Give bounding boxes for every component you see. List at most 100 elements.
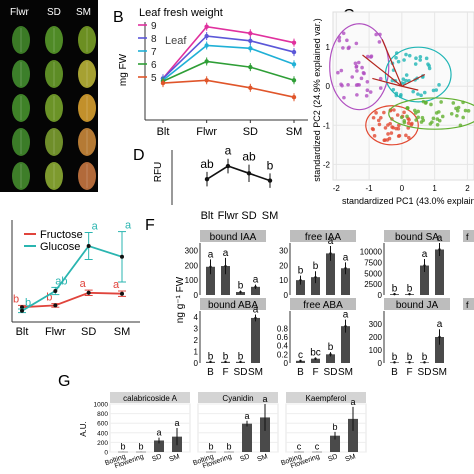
bar xyxy=(326,354,335,363)
cut-off-title: f xyxy=(466,300,469,310)
significance-letter: c xyxy=(315,442,320,452)
x-tick-label: Blt xyxy=(16,326,29,338)
data-point xyxy=(399,115,404,120)
data-point xyxy=(397,123,401,128)
x-tick-label: 1 xyxy=(432,184,437,193)
data-point xyxy=(204,59,209,64)
bar xyxy=(312,451,322,453)
y-tick-label: 200 xyxy=(185,261,199,270)
data-point xyxy=(377,122,382,127)
legend-label: 9 xyxy=(151,21,157,32)
data-point xyxy=(393,361,396,364)
facet-strip xyxy=(200,230,266,242)
data-point xyxy=(398,94,403,99)
significance-letter: c xyxy=(297,442,302,452)
x-tick-label: Blt xyxy=(201,210,214,222)
bar xyxy=(242,423,252,452)
bar xyxy=(221,266,230,295)
significance-letter: a xyxy=(422,249,428,260)
significance-letter: b xyxy=(407,352,413,363)
significance-letter: b xyxy=(120,442,125,452)
chart-pca-biplot: -2 -1 0 1 2 -2 -1 0 1 xyxy=(323,11,474,193)
bar xyxy=(154,440,164,452)
y-tick-label: 0 xyxy=(194,291,199,300)
data-point xyxy=(401,77,406,81)
significance-letter: b xyxy=(208,351,214,362)
significance-letter: a xyxy=(343,252,349,263)
leaf xyxy=(78,60,96,88)
leaf xyxy=(45,94,63,122)
data-point xyxy=(383,126,388,130)
loading-arrow xyxy=(362,54,403,87)
data-point xyxy=(386,132,390,136)
data-point xyxy=(356,60,361,65)
chart-leaf-fresh-weight: Blt Flwr SD SM 9 8 7 6 5 xyxy=(138,21,308,138)
data-point xyxy=(394,126,398,131)
significance-letter: b xyxy=(328,342,334,353)
y-tick-label: 300 xyxy=(185,246,199,255)
data-point xyxy=(20,305,24,310)
x-tick-label: SM xyxy=(256,453,268,463)
facet-strip xyxy=(200,298,266,310)
data-point xyxy=(209,265,212,268)
bar xyxy=(251,317,260,363)
bar xyxy=(224,451,234,453)
data-point xyxy=(291,49,297,55)
data-point xyxy=(346,83,350,87)
data-point xyxy=(438,335,441,339)
data-point xyxy=(396,59,401,64)
data-point xyxy=(356,83,360,87)
bar xyxy=(251,286,260,295)
facet-title: calabricoside A xyxy=(123,394,177,403)
series-line xyxy=(162,35,295,79)
cut-off-strip xyxy=(463,230,474,242)
significance-letter: a xyxy=(174,418,179,428)
y-tick-label: 100 xyxy=(369,346,383,355)
significance-letter: b xyxy=(226,442,231,452)
significance-letter: a xyxy=(80,278,87,290)
data-point xyxy=(291,95,297,100)
x-tick-label: F xyxy=(406,367,412,378)
series-line xyxy=(162,79,295,98)
data-point xyxy=(431,88,436,93)
bar xyxy=(435,337,444,363)
data-point xyxy=(416,115,421,120)
group-ellipse xyxy=(388,97,474,130)
y-tick-label: 5000 xyxy=(364,269,382,278)
data-point xyxy=(341,31,346,36)
facet-title: bound IAA xyxy=(210,232,257,243)
series-line xyxy=(162,60,295,82)
legend-label: 5 xyxy=(151,73,157,84)
data-point xyxy=(404,133,408,138)
facet-title: bound JA xyxy=(396,300,439,311)
data-point xyxy=(439,100,443,104)
y-tick-label: 300 xyxy=(369,320,383,329)
x-tick-label: -2 xyxy=(333,184,341,193)
y-tick-label: 3 xyxy=(194,324,199,333)
group-ellipse xyxy=(329,23,390,111)
leaf xyxy=(45,128,63,156)
data-point xyxy=(248,46,253,51)
y-axis-label: mg FW xyxy=(118,53,129,86)
significance-letter: a xyxy=(225,144,232,158)
data-point xyxy=(379,116,383,120)
data-point xyxy=(20,308,24,313)
data-point xyxy=(435,122,440,127)
y-tick-label: 0.6 xyxy=(277,333,289,342)
x-tick-label: SD xyxy=(418,367,432,378)
loading-arrow xyxy=(381,39,403,87)
data-point xyxy=(359,76,364,81)
data-point xyxy=(248,38,253,43)
data-point xyxy=(394,91,399,96)
cut-off-title: f xyxy=(466,232,469,242)
data-point xyxy=(419,93,423,98)
data-point xyxy=(414,118,418,122)
data-point xyxy=(405,114,409,119)
data-point xyxy=(413,111,418,115)
x-tick-label: F xyxy=(312,367,318,378)
data-point xyxy=(404,52,408,57)
y-axis-label: standardized PC2 (24.9% explained var.) xyxy=(312,18,322,182)
data-point xyxy=(402,110,406,115)
data-point xyxy=(440,114,445,119)
